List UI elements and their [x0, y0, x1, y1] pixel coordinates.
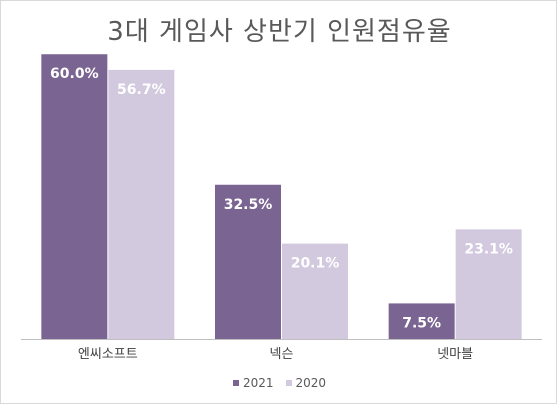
legend-label-2021: 2021: [242, 376, 274, 390]
data-label-2020-1: 20.1%: [291, 256, 340, 272]
chart-title: 3대 게임사 상반기 인원점유율: [107, 17, 452, 47]
data-label-2021-0: 60.0%: [50, 66, 99, 82]
legend-label-2020: 2020: [295, 376, 327, 390]
bar-2021-0: [41, 54, 108, 339]
legend-item-2021: 2021: [232, 376, 274, 390]
data-label-2021-2: 7.5%: [402, 315, 441, 331]
data-label-2020-0: 56.7%: [117, 82, 166, 98]
x-tick-label-2: 넷마블: [437, 347, 473, 362]
x-tick-label-0: 엔씨소프트: [78, 347, 138, 362]
x-tick-label-1: 넥슨: [270, 347, 294, 362]
data-label-2021-1: 32.5%: [224, 197, 273, 213]
bar-2021-2: [388, 303, 455, 339]
legend-swatch-2020: [285, 380, 292, 386]
bar-2020-2: [455, 229, 522, 339]
legend: 2021 2020: [1, 376, 557, 390]
legend-swatch-2021: [232, 380, 239, 386]
bar-2020-0: [108, 69, 175, 340]
bar-2021-1: [215, 184, 281, 339]
bar-2020-1: [282, 243, 348, 339]
data-label-2020-2: 23.1%: [464, 241, 513, 257]
legend-item-2020: 2020: [285, 376, 327, 390]
